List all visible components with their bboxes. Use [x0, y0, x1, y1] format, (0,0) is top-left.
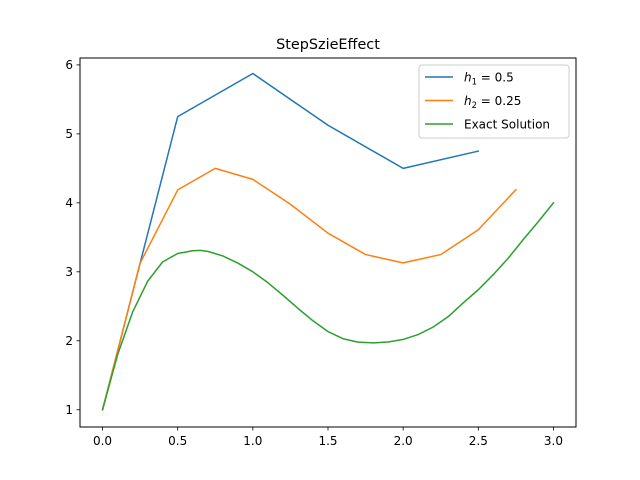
x-tick-label: 2.0 [394, 434, 413, 448]
series-line-3 [101, 201, 555, 411]
x-tick-label: 1.0 [243, 434, 262, 448]
y-tick-label: 6 [65, 58, 73, 72]
y-tick-label: 1 [65, 403, 73, 417]
y-tick-label: 3 [65, 265, 73, 279]
x-tick-label: 3.0 [544, 434, 563, 448]
x-axis: 0.0 0.5 1.0 1.5 2.0 2.5 3.0 [93, 427, 563, 448]
legend: h1 = 0.5 h2 = 0.25 Exact Solution [418, 64, 570, 139]
series-line-1 [101, 72, 480, 411]
series-line-2 [101, 167, 517, 411]
legend-label-1: h1 = 0.5 [464, 70, 514, 86]
y-tick-label: 4 [65, 196, 73, 210]
legend-label-3: Exact Solution [464, 117, 550, 131]
y-tick-label: 5 [65, 127, 73, 141]
chart-title: StepSzieEffect [276, 37, 380, 53]
y-tick-label: 2 [65, 334, 73, 348]
legend-label-2: h2 = 0.25 [464, 94, 521, 110]
x-tick-label: 0.5 [168, 434, 187, 448]
y-axis: 1 2 3 4 5 6 [65, 58, 80, 417]
legend-frame [418, 64, 570, 139]
x-tick-label: 1.5 [318, 434, 337, 448]
x-tick-label: 0.0 [93, 434, 112, 448]
series-lines [101, 72, 555, 411]
x-tick-label: 2.5 [469, 434, 488, 448]
